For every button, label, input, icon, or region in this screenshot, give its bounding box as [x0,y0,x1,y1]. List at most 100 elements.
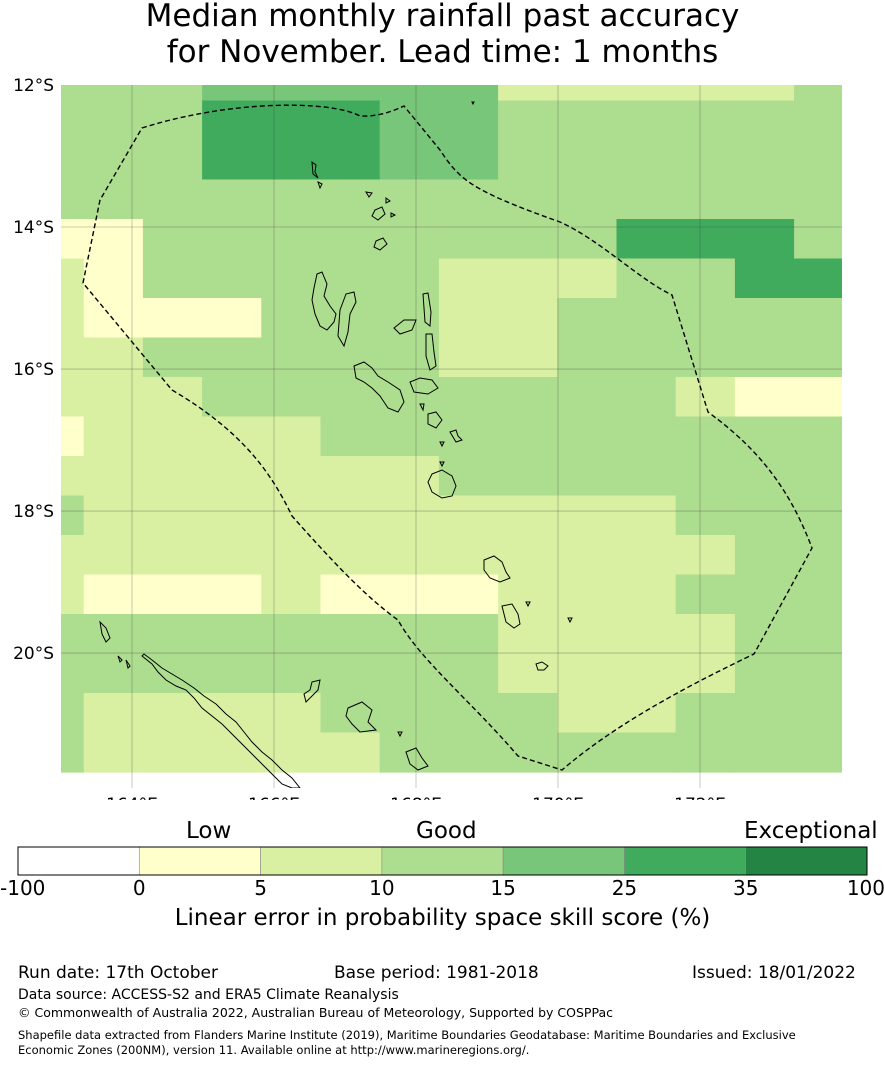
grid-cell [379,416,440,457]
grid-cell [616,337,677,378]
grid-cell [557,693,618,734]
island-coastline [425,333,437,371]
grid-cell [557,653,618,694]
grid-cell [83,416,144,457]
copyright-notice: © Commonwealth of Australia 2022, Austra… [18,1005,613,1020]
grid-cell [142,495,203,536]
grid-cell [320,219,381,260]
island-coastline [385,197,391,204]
longitude-tick-label: 166°E [248,795,300,800]
grid-cell [61,140,85,181]
grid-cell [794,456,842,497]
grid-cell [202,653,262,694]
grid-cell [142,100,203,141]
grid-cell [853,338,885,378]
grid-cell [61,298,85,339]
grid-cell [61,85,85,102]
grid-cell [83,614,144,655]
island-coastline [353,361,405,413]
colorbar-tick-label: 35 [732,876,759,900]
grid-cell [498,140,558,181]
map-title-line-1: Median monthly rainfall past accuracy [145,0,740,34]
grid-cell [794,337,842,378]
grid-cell [83,535,144,576]
grid-cell [734,456,795,497]
grid-cell [675,377,736,418]
colorbar-tick-label: 5 [254,876,267,900]
grid-cell [675,140,736,181]
island-coastline [567,617,573,624]
grid-cell [61,258,85,299]
latitude-tick-label: 12°S [13,76,54,96]
island-coastline [427,469,457,499]
island-coastline [422,292,432,327]
grid-cell [61,416,85,457]
colorbar-segment [17,846,140,876]
grid-cell [794,85,842,102]
island-coastline [311,160,319,179]
grid-cell [142,179,203,220]
grid-cell [675,85,736,102]
island-coastline [501,603,521,629]
grid-cell [379,85,440,102]
colorbar-exceptional-label: Exceptional [744,818,878,844]
base-period: Base period: 1981-2018 [334,963,539,983]
grid-cell [794,535,842,576]
island-coastline [303,679,321,703]
grid-cell [61,614,85,655]
grid-cell [557,377,618,418]
grid-cell [675,495,736,536]
grid-cell [438,614,499,655]
grid-cell [853,535,885,575]
grid-cell [734,179,795,220]
island-coastline [311,271,337,331]
longitude-tick-label: 164°E [106,795,158,800]
grid-cell [320,495,381,536]
grid-cell [438,456,499,497]
grid-cell [853,654,885,694]
grid-cell [320,85,381,102]
grid-cell [379,535,440,576]
grid-cell [261,179,322,220]
grid-cell [261,693,322,734]
grid-cell [261,258,322,299]
grid-cell [61,653,85,694]
island-coastline [439,461,445,468]
grid-cell [320,179,381,220]
island-coastline [371,206,386,221]
grid-cell [202,100,262,141]
grid-cell [142,693,203,734]
grid-cell [675,535,736,576]
grid-cell [379,219,440,260]
grid-cell [202,574,262,615]
grid-cell [320,574,381,615]
grid-cell [498,219,558,260]
grid-cell [616,495,677,536]
island-coastline [393,319,417,335]
grid-cell [734,85,795,102]
grid-cell [438,298,499,339]
island-coastline [373,237,388,251]
grid-cell [83,258,144,299]
grid-cell [438,179,499,220]
grid-cell [794,416,842,457]
grid-cell [794,179,842,220]
grid-cell [498,298,558,339]
colorbar [17,846,868,876]
grid-cell [142,140,203,181]
grid-cell [61,337,85,378]
grid-cell [83,337,144,378]
grid-cell [142,219,203,260]
grid-cell [83,140,144,181]
grid-cell [794,732,842,773]
colorbar-segment [502,846,625,876]
grid-cell [142,614,203,655]
grid-cell [498,258,558,299]
grid-cell [734,574,795,615]
grid-cell [202,140,262,181]
map-graticule [61,85,842,788]
grid-cell [83,574,144,615]
grid-cell [853,259,885,299]
island-coastline [317,181,323,190]
grid-cell [734,219,795,260]
